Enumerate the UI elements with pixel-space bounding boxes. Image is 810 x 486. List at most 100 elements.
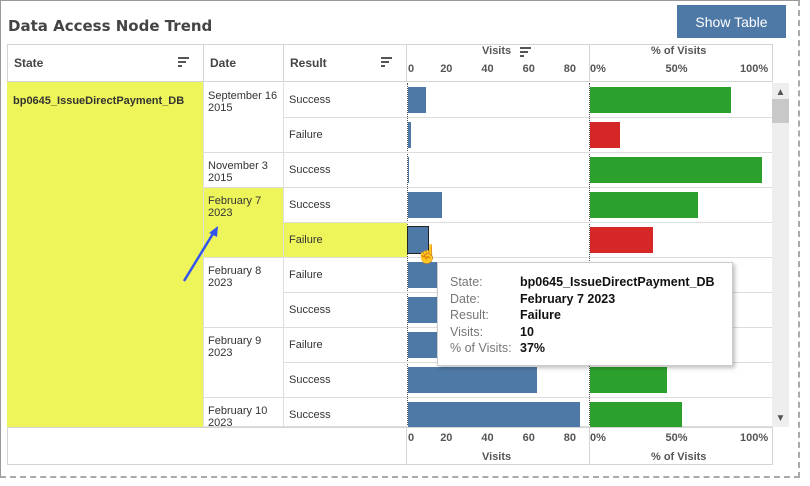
date-label: February 10 2023 <box>208 405 268 427</box>
header-date-label: Date <box>210 56 237 70</box>
pct-bar[interactable] <box>590 367 667 393</box>
pct-bar[interactable] <box>590 122 621 148</box>
scrollbar[interactable]: ▲ ▼ <box>772 83 789 427</box>
tooltip-value: Failure <box>520 308 561 322</box>
header-visits <box>406 44 590 82</box>
date-cell[interactable]: February 7 2023 <box>204 188 284 258</box>
tooltip-key: Result: <box>450 308 489 322</box>
tooltip-row: Result: Failure <box>450 308 732 325</box>
header-pct <box>589 44 773 82</box>
date-cell[interactable]: February 9 2023 <box>204 328 284 398</box>
visits-tick-label: 40 <box>481 432 494 444</box>
date-label: February 9 2023 <box>208 335 262 359</box>
header-state-label: State <box>14 56 44 70</box>
visits-tick-label: 20 <box>440 432 453 444</box>
visits-zero-line <box>407 83 408 427</box>
visits-bar[interactable] <box>408 192 443 218</box>
visits-tick-label: 0 <box>408 63 415 75</box>
result-cell[interactable]: Success <box>284 398 407 427</box>
visits-tick-label: 60 <box>522 63 535 75</box>
result-cell[interactable]: Success <box>284 188 407 223</box>
pct-bar[interactable] <box>590 192 698 218</box>
chart-row <box>407 223 772 258</box>
tooltip-key: State: <box>450 275 483 289</box>
tooltip-row: Date: February 7 2023 <box>450 292 732 309</box>
sort-icon[interactable] <box>381 57 392 69</box>
result-cell[interactable]: Success <box>284 363 407 398</box>
visits-axis-title-bottom: Visits <box>482 451 512 463</box>
visits-bar[interactable] <box>408 402 581 427</box>
date-label: September 16 2015 <box>208 90 278 114</box>
pct-tick-label: 50% <box>665 432 688 444</box>
chart-row <box>407 188 772 223</box>
date-cell[interactable]: September 16 2015 <box>204 83 284 153</box>
pct-bar[interactable] <box>590 227 653 253</box>
date-label: February 7 2023 <box>208 195 262 219</box>
result-cell[interactable]: Failure <box>284 118 407 153</box>
visits-axis-title-top: Visits <box>482 45 512 57</box>
tooltip: State: bp0645_IssueDirectPayment_DB Date: F… <box>437 262 733 366</box>
state-label: bp0645_IssueDirectPayment_DB <box>13 95 185 107</box>
result-cell[interactable]: Success <box>284 153 407 188</box>
scroll-down-icon[interactable]: ▼ <box>775 413 786 424</box>
result-cell[interactable]: Success <box>284 83 407 118</box>
window-frame <box>0 0 800 478</box>
tooltip-value: 37% <box>520 341 546 355</box>
header-result[interactable]: Result <box>283 44 407 82</box>
show-table-button[interactable]: Show Table <box>677 5 786 38</box>
scroll-thumb[interactable] <box>772 99 789 123</box>
pct-zero-line <box>589 83 590 427</box>
chart-row <box>407 83 772 118</box>
result-cell[interactable]: Failure <box>284 328 407 363</box>
date-label: February 8 2023 <box>208 265 262 289</box>
tooltip-key: Date: <box>450 291 480 306</box>
visits-tick-label: 80 <box>563 432 577 444</box>
pct-tick-label: 100% <box>740 432 769 444</box>
tooltip-value: 10 <box>520 324 534 339</box>
date-label: November 3 2015 <box>208 160 268 184</box>
visits-bar[interactable] <box>408 367 537 393</box>
date-cell[interactable]: February 8 2023 <box>204 258 284 328</box>
page-title: Data Access Node Trend <box>8 17 213 35</box>
tooltip-value: bp0645_IssueDirectPayment_DB <box>520 275 715 289</box>
sort-icon[interactable] <box>178 57 189 69</box>
visits-bar[interactable] <box>407 226 429 254</box>
chart-row <box>407 398 772 427</box>
result-cell[interactable]: Failure <box>284 258 407 293</box>
scroll-up-icon[interactable]: ▲ <box>775 87 786 98</box>
chart-row <box>407 363 772 398</box>
pct-bar[interactable] <box>590 87 731 113</box>
visits-tick-label: 40 <box>481 63 494 75</box>
tooltip-key: % of Visits: <box>450 341 512 355</box>
pct-tick-label: 100% <box>740 63 769 75</box>
tooltip-value: February 7 2023 <box>520 291 616 306</box>
visits-sort-icon[interactable] <box>520 47 531 59</box>
tooltip-row: Visits: 10 <box>450 325 732 342</box>
footer-axis <box>7 427 773 465</box>
visits-tick-label: 60 <box>522 432 535 444</box>
date-cell[interactable]: November 3 2015 <box>204 153 284 188</box>
tooltip-row: State: bp0645_IssueDirectPayment_DB <box>450 275 732 292</box>
visits-tick-label: 80 <box>563 63 577 75</box>
tooltip-row: % of Visits: 37% <box>450 341 732 358</box>
visits-bar[interactable] <box>408 87 426 113</box>
visits-tick-label: 20 <box>440 63 453 75</box>
state-cell[interactable]: bp0645_IssueDirectPayment_DB <box>7 82 204 427</box>
pct-axis-title-top: % of Visits <box>651 45 707 57</box>
header-result-label: Result <box>290 56 327 70</box>
visits-bar[interactable] <box>408 122 412 148</box>
pct-tick-label: 0% <box>590 432 606 444</box>
result-cell[interactable]: Failure <box>284 223 407 258</box>
pct-axis-title-bottom: % of Visits <box>651 451 707 463</box>
chart-row <box>407 153 772 188</box>
pct-bar[interactable] <box>590 157 762 183</box>
hand-cursor-icon: ☝ <box>416 244 439 264</box>
pct-bar[interactable] <box>590 402 683 427</box>
chart-row <box>407 118 772 153</box>
result-cell[interactable]: Success <box>284 293 407 328</box>
visits-tick-label: 0 <box>408 432 415 444</box>
visits-bar[interactable] <box>408 157 410 183</box>
pct-tick-label: 50% <box>665 63 688 75</box>
date-cell[interactable]: February 10 2023 <box>204 398 284 427</box>
